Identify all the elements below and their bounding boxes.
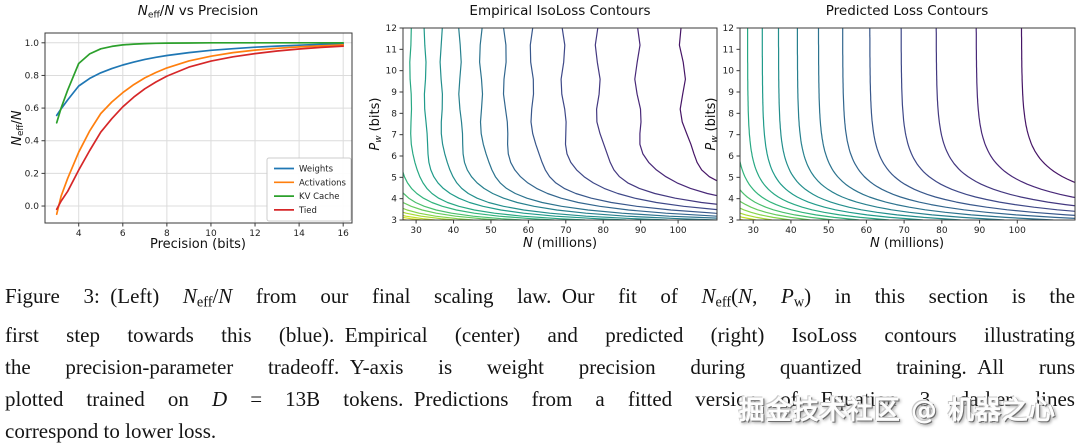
y-tick-label: 0.6 bbox=[25, 104, 40, 114]
y-tick-label: 11 bbox=[386, 45, 397, 55]
y-tick-label: 12 bbox=[386, 24, 397, 34]
x-tick-label: 50 bbox=[485, 226, 497, 236]
legend-label: Activations bbox=[299, 178, 347, 188]
x-tick-label: 100 bbox=[1009, 226, 1026, 236]
contour-line bbox=[386, 28, 522, 220]
legend-label: KV Cache bbox=[299, 192, 340, 202]
left-plot-title: Neff/N vs Precision bbox=[138, 3, 259, 20]
y-tick-label: 4 bbox=[391, 195, 397, 205]
contour-line bbox=[530, 28, 911, 220]
caption-line: the precision-parameter tradeoff. Y-axis… bbox=[5, 351, 1075, 383]
y-tick-label: 5 bbox=[391, 173, 397, 183]
axes-frame bbox=[740, 28, 1075, 220]
left-plot-xlabel: Precision (bits) bbox=[150, 237, 246, 252]
x-tick-label: 90 bbox=[635, 226, 647, 236]
x-tick-label: 14 bbox=[293, 229, 305, 239]
x-tick-label: 100 bbox=[669, 226, 686, 236]
legend-label: Weights bbox=[299, 165, 334, 175]
y-tick-label: 5 bbox=[728, 173, 734, 183]
x-tick-label: 40 bbox=[448, 226, 460, 236]
y-tick-label: 8 bbox=[728, 109, 734, 119]
y-tick-label: 9 bbox=[391, 88, 397, 98]
x-tick-label: 80 bbox=[597, 226, 609, 236]
y-tick-label: 11 bbox=[723, 45, 734, 55]
contour-line bbox=[504, 28, 835, 220]
contour-line bbox=[679, 28, 1080, 220]
y-tick-label: 3 bbox=[391, 216, 397, 226]
y-tick-label: 9 bbox=[728, 88, 734, 98]
x-tick-label: 4 bbox=[76, 229, 82, 239]
y-tick-label: 0.2 bbox=[25, 169, 39, 179]
x-tick-label: 16 bbox=[337, 229, 349, 239]
x-tick-label: 70 bbox=[560, 226, 572, 236]
x-tick-label: 40 bbox=[785, 226, 797, 236]
caption-line: Figure 3: (Left) Neff/N from our final s… bbox=[5, 280, 1075, 319]
contour-line bbox=[440, 28, 667, 220]
y-tick-label: 7 bbox=[728, 131, 734, 141]
y-tick-label: 0.8 bbox=[25, 71, 40, 81]
x-tick-label: 60 bbox=[523, 226, 535, 236]
contour-line bbox=[901, 28, 1080, 220]
x-tick-label: 60 bbox=[861, 226, 873, 236]
right-plot-ylabel: Pw (bits) bbox=[704, 54, 720, 194]
contour-line bbox=[561, 28, 985, 220]
watermark: 掘金技术社区 @ 机器之心 bbox=[739, 390, 1056, 427]
contour-line bbox=[843, 28, 1080, 220]
contour-line bbox=[424, 28, 626, 220]
x-tick-label: 30 bbox=[747, 226, 759, 236]
y-tick-label: 10 bbox=[723, 67, 735, 77]
x-tick-label: 50 bbox=[823, 226, 835, 236]
y-tick-label: 0.4 bbox=[25, 137, 40, 147]
y-tick-label: 12 bbox=[723, 24, 734, 34]
x-tick-label: 30 bbox=[410, 226, 422, 236]
contour-line bbox=[459, 28, 717, 220]
contour-line bbox=[410, 28, 585, 220]
figure-3-plots: 4 6 8 10 12 14 16 0.0 0.2 0.4 0.6 0.8 1.0 Weights Acti… bbox=[0, 0, 1080, 266]
y-tick-label: 4 bbox=[728, 195, 734, 205]
x-tick-label: 90 bbox=[974, 226, 986, 236]
y-tick-label: 6 bbox=[391, 152, 397, 162]
y-tick-label: 3 bbox=[728, 216, 734, 226]
plots-canvas: 4 6 8 10 12 14 16 0.0 0.2 0.4 0.6 0.8 1.0 Weights Acti… bbox=[0, 0, 1080, 266]
right-plot-title: Predicted Loss Contours bbox=[826, 3, 989, 19]
y-tick-label: 7 bbox=[391, 131, 397, 141]
kv-cache-line bbox=[57, 43, 344, 123]
center-plot-xlabel: N (millions) bbox=[523, 236, 597, 251]
y-tick-label: 6 bbox=[728, 152, 734, 162]
contour-group bbox=[679, 28, 1080, 220]
contour-line bbox=[976, 28, 1080, 220]
legend-label: Tied bbox=[298, 206, 317, 216]
x-tick-label: 70 bbox=[898, 226, 910, 236]
contour-line bbox=[1022, 28, 1080, 220]
contour-line bbox=[353, 28, 435, 220]
right-plot-xlabel: N (millions) bbox=[870, 236, 944, 251]
x-tick-label: 80 bbox=[936, 226, 948, 236]
y-tick-label: 10 bbox=[386, 67, 398, 77]
center-plot-ylabel: Pw (bits) bbox=[368, 54, 384, 194]
center-plot-title: Empirical IsoLoss Contours bbox=[469, 3, 650, 19]
axes-frame bbox=[403, 28, 717, 220]
y-tick-label: 8 bbox=[391, 109, 397, 119]
x-tick-label: 6 bbox=[120, 229, 126, 239]
contour-line bbox=[480, 28, 775, 220]
contour-line bbox=[595, 28, 1080, 220]
x-tick-label: 12 bbox=[249, 229, 260, 239]
left-plot-ylabel: Neff/N bbox=[10, 58, 26, 198]
caption-line: first step towards this (blue). Empirica… bbox=[5, 319, 1075, 351]
y-tick-label: 0.0 bbox=[25, 202, 40, 212]
y-tick-label: 1.0 bbox=[25, 39, 40, 49]
weights-line bbox=[57, 44, 344, 116]
